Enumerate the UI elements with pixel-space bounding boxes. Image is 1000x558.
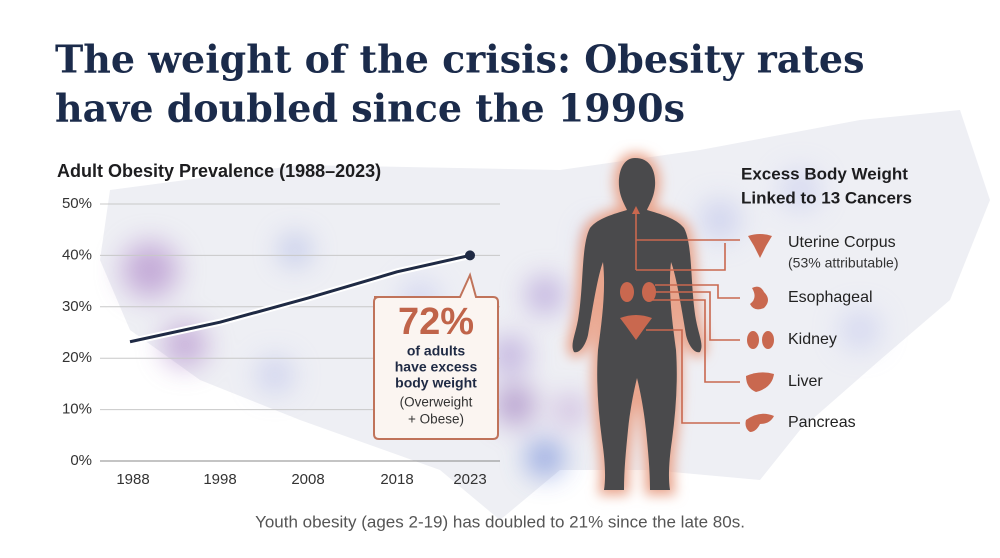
footer-note: Youth obesity (ages 2-19) has doubled to…	[255, 512, 745, 531]
callout-headline: 72%	[398, 301, 474, 343]
cancer-label: Esophageal	[788, 289, 873, 306]
y-tick-label: 0%	[70, 452, 92, 469]
x-tick-label: 2008	[291, 471, 324, 488]
cancer-label: Kidney	[788, 331, 837, 348]
callout-text: body weight	[395, 375, 477, 391]
y-tick-label: 30%	[62, 298, 92, 315]
x-tick-label: 1988	[116, 471, 149, 488]
callout-note: + Obese)	[408, 412, 464, 427]
y-tick-label: 10%	[62, 401, 92, 418]
callout-box	[373, 272, 499, 440]
cancer-label: Liver	[788, 373, 823, 390]
panel-title: Linked to 13 Cancers	[741, 188, 912, 207]
callout-note: (Overweight	[400, 395, 473, 410]
x-tick-label: 1998	[203, 471, 236, 488]
title-line: The weight of the crisis: Obesity rates	[55, 37, 865, 82]
callout-text: have excess	[395, 359, 478, 375]
line-chart: 0% 10% 20% 30% 40% 50% 1988 1998 2008 2018 2023	[62, 195, 500, 488]
y-tick-label: 40%	[62, 246, 92, 263]
callout: 72% of adults have excess body weight (O…	[373, 272, 499, 440]
data-line	[129, 253, 471, 344]
cancer-label: Uterine Corpus	[788, 234, 896, 251]
body-silhouette	[567, 152, 740, 495]
y-tick-label: 20%	[62, 349, 92, 366]
panel-title: Excess Body Weight	[741, 164, 908, 183]
organ-icons	[745, 234, 774, 432]
cancer-label: Pancreas	[788, 414, 856, 431]
x-tick-label: 2023	[453, 471, 486, 488]
callout-text: of adults	[407, 343, 466, 359]
y-tick-label: 50%	[62, 195, 92, 212]
chart-title: Adult Obesity Prevalence (1988–2023)	[57, 161, 381, 181]
title-line: have doubled since the 1990s	[55, 86, 685, 131]
cancer-note: (53% attributable)	[788, 255, 899, 271]
end-point	[465, 250, 475, 261]
x-tick-label: 2018	[380, 471, 413, 488]
